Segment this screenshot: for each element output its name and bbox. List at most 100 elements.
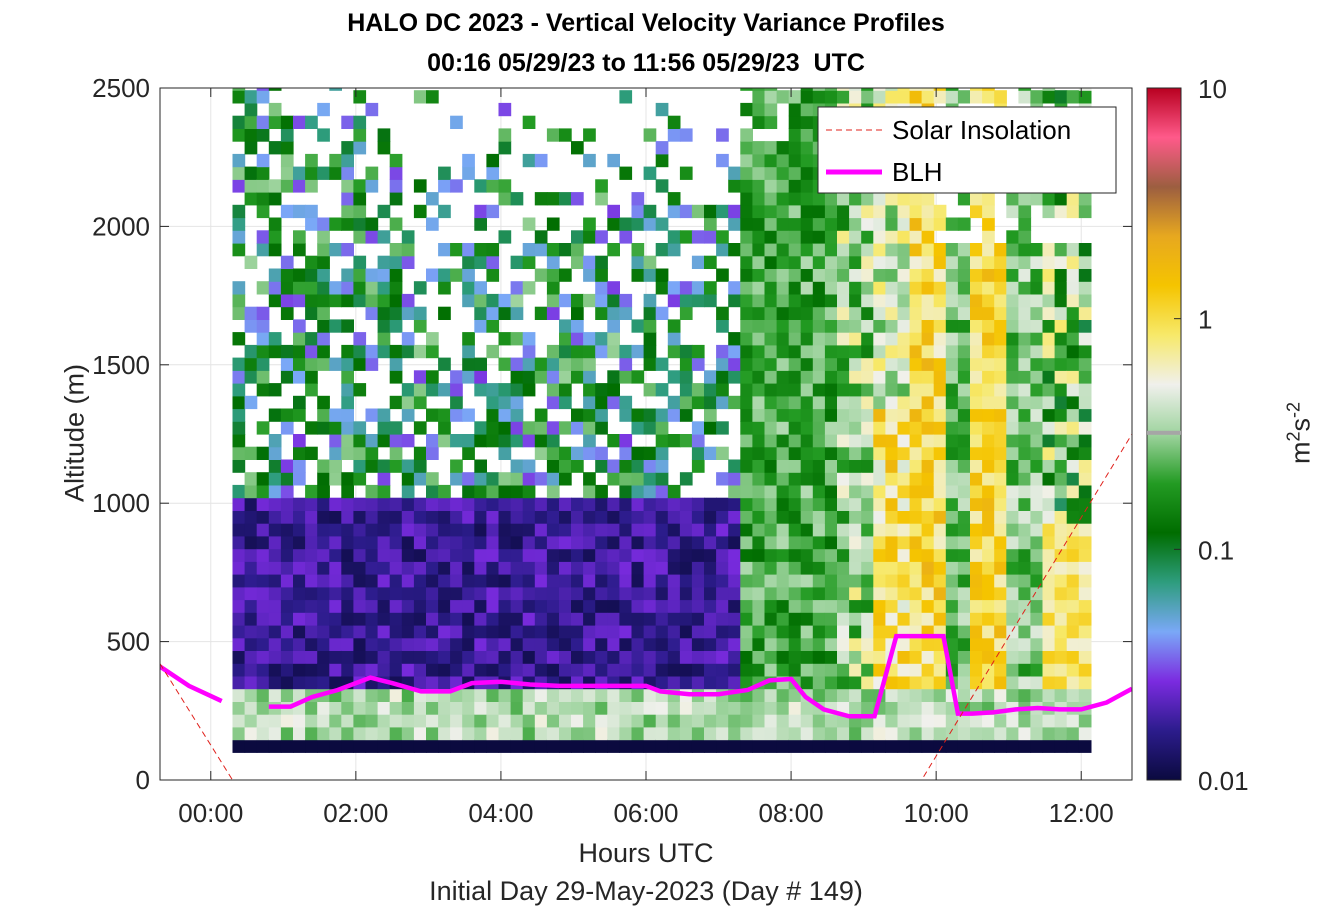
heatmap-cell — [1078, 472, 1092, 486]
heatmap-cell — [256, 586, 270, 601]
heatmap-cell — [571, 510, 584, 524]
heatmap-cell — [691, 625, 705, 639]
heatmap-cell — [1054, 204, 1068, 219]
heatmap-cell — [1018, 230, 1032, 244]
heatmap-cell — [631, 650, 645, 664]
heatmap-cell — [607, 701, 620, 715]
heatmap-cell — [982, 535, 995, 550]
heatmap-cell — [897, 88, 911, 91]
heatmap-cell — [667, 548, 681, 562]
heatmap-cell — [982, 675, 995, 690]
heatmap-cell — [280, 370, 294, 384]
heatmap-cell — [329, 421, 342, 435]
heatmap-cell — [1066, 395, 1080, 410]
heatmap-cell — [498, 497, 512, 511]
heatmap-cell — [800, 141, 814, 155]
heatmap-cell — [353, 204, 367, 219]
heatmap-cell — [776, 179, 790, 193]
heatmap-cell — [873, 434, 886, 448]
heatmap-cell — [800, 192, 814, 206]
heatmap-cell — [486, 561, 500, 575]
heatmap-cell — [655, 268, 669, 282]
heatmap-cell — [486, 255, 500, 269]
heatmap-cell — [619, 344, 633, 359]
heatmap-cell — [909, 599, 923, 613]
heatmap-cell — [679, 434, 693, 448]
heatmap-cell — [800, 675, 814, 690]
heatmap-cell — [873, 599, 886, 613]
heatmap-cell — [643, 319, 657, 333]
heatmap-cell — [824, 459, 838, 473]
heatmap-cell — [824, 714, 838, 728]
heatmap-cell — [1030, 523, 1044, 537]
heatmap-cell — [619, 726, 633, 741]
heatmap-cell — [595, 663, 608, 677]
heatmap-cell — [885, 484, 899, 499]
heatmap-cell — [788, 204, 802, 219]
heatmap-cell — [232, 383, 246, 397]
heatmap-cell — [982, 459, 995, 473]
heatmap-cell — [341, 625, 354, 639]
heatmap-cell — [837, 548, 850, 562]
heatmap-cell — [667, 625, 681, 639]
heatmap-cell — [365, 548, 379, 562]
heatmap-cell — [909, 281, 923, 295]
heatmap-cell — [280, 714, 294, 728]
heatmap-cell — [716, 357, 729, 371]
heatmap-cell — [788, 535, 802, 550]
heatmap-cell — [970, 714, 983, 728]
heatmap-cell — [305, 650, 318, 664]
heatmap-cell — [317, 243, 330, 257]
heatmap-cell — [389, 421, 403, 435]
heatmap-cell — [486, 739, 500, 753]
heatmap-cell — [716, 497, 729, 511]
heatmap-cell — [559, 293, 572, 308]
heatmap-cell — [1054, 599, 1068, 613]
heatmap-cell — [413, 637, 427, 651]
heatmap-cell — [583, 332, 596, 346]
heatmap-cell — [764, 141, 778, 155]
heatmap-cell — [1066, 472, 1080, 486]
heatmap-cell — [571, 701, 584, 715]
heatmap-cell — [837, 319, 850, 333]
heatmap-cell — [293, 281, 306, 295]
heatmap-cell — [970, 637, 983, 651]
heatmap-cell — [426, 726, 439, 741]
heatmap-cell — [970, 293, 983, 308]
heatmap-cell — [970, 446, 983, 460]
heatmap-cell — [812, 217, 826, 231]
heatmap-cell — [679, 599, 693, 613]
heatmap-cell — [824, 306, 838, 320]
heatmap-cell — [438, 484, 451, 499]
heatmap-cell — [280, 548, 294, 562]
heatmap-cell — [571, 192, 584, 206]
heatmap-cell — [1006, 497, 1019, 511]
heatmap-cell — [1042, 726, 1056, 741]
heatmap-cell — [510, 523, 524, 537]
heatmap-cell — [510, 408, 524, 422]
heatmap-cell — [256, 383, 270, 397]
heatmap-cell — [607, 739, 620, 753]
heatmap-cell — [522, 281, 536, 295]
heatmap-cell — [1054, 408, 1068, 422]
heatmap-cell — [607, 344, 620, 359]
heatmap-cell — [933, 523, 947, 537]
heatmap-cell — [704, 230, 717, 244]
heatmap-cell — [232, 90, 246, 104]
heatmap-cell — [667, 675, 681, 690]
heatmap-cell — [619, 472, 633, 486]
heatmap-cell — [643, 306, 657, 320]
heatmap-cell — [232, 663, 246, 677]
heatmap-cell — [619, 497, 633, 511]
heatmap-cell — [280, 561, 294, 575]
heatmap-cell — [704, 675, 717, 690]
heatmap-cell — [812, 612, 826, 626]
heatmap-cell — [1030, 548, 1044, 562]
heatmap-cell — [486, 574, 500, 588]
heatmap-cell — [305, 281, 318, 295]
heatmap-cell — [667, 192, 681, 206]
heatmap-cell — [571, 306, 584, 320]
heatmap-cell — [1042, 497, 1056, 511]
heatmap-cell — [389, 510, 403, 524]
